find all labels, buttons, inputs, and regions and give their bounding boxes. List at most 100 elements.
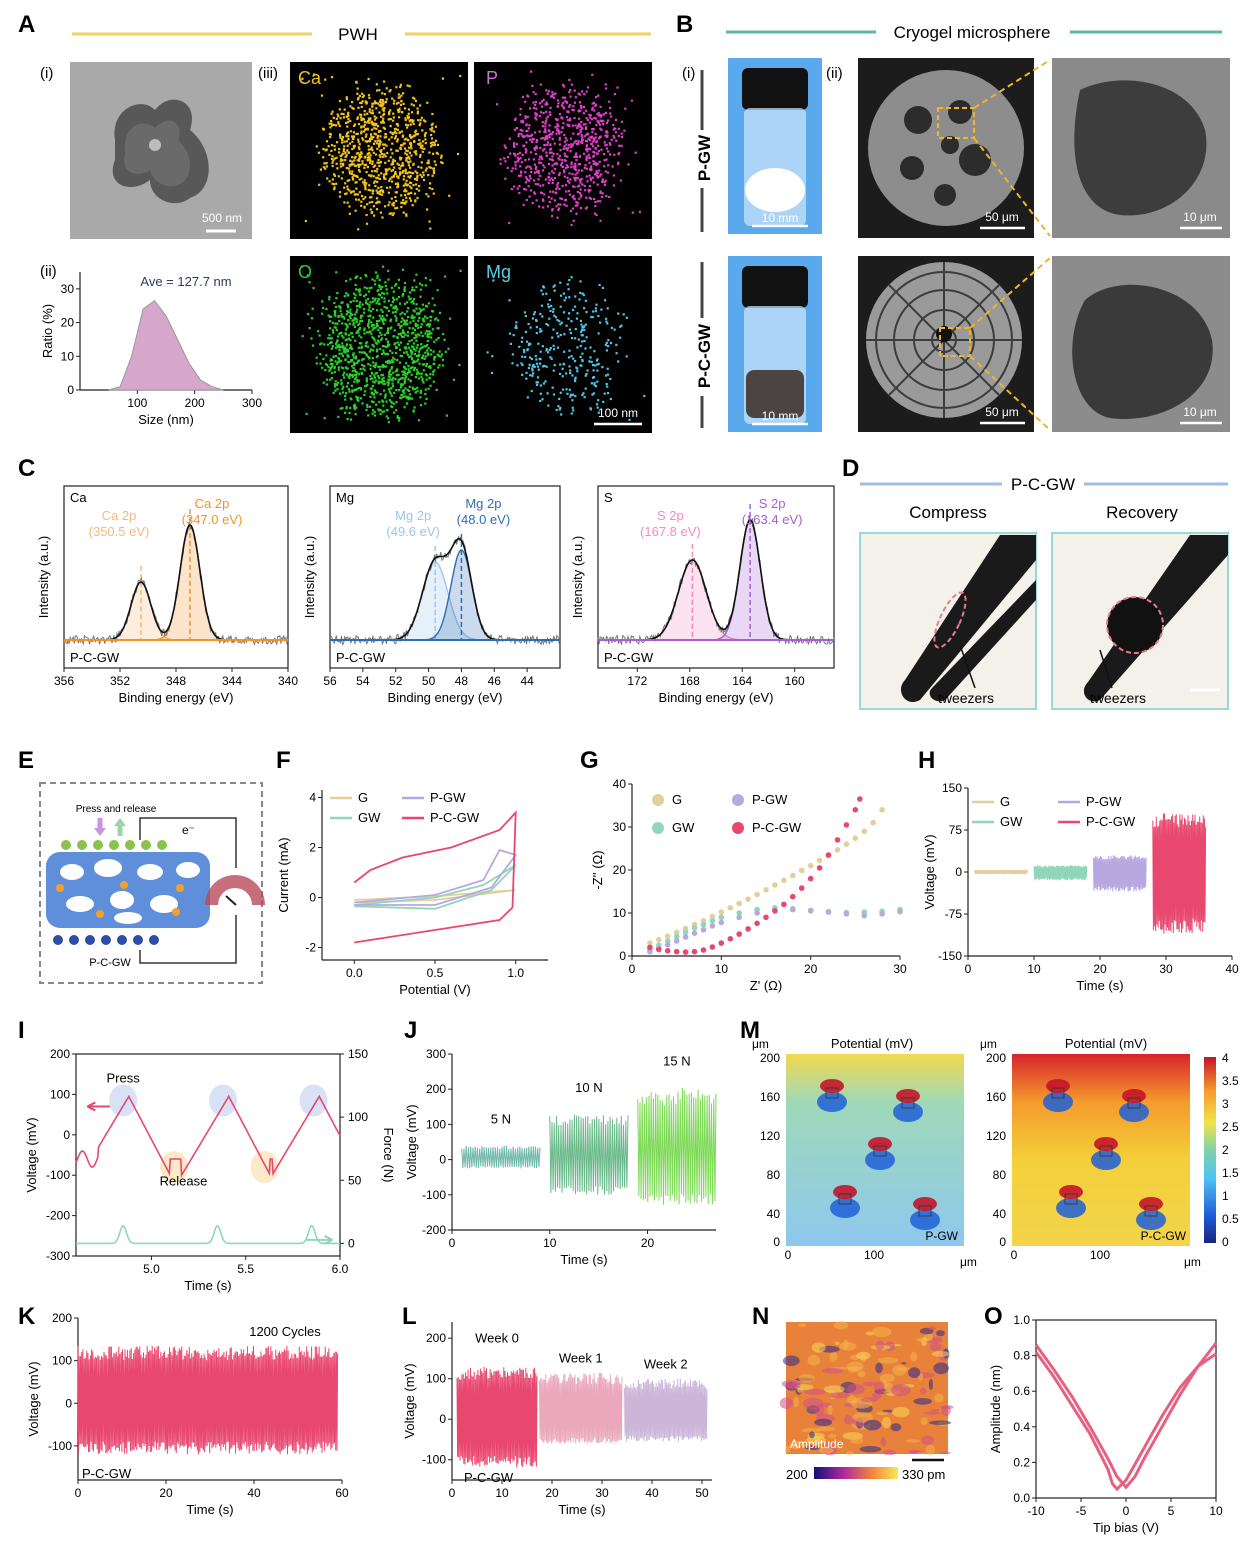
eds-pixel bbox=[556, 153, 559, 156]
eds-pixel bbox=[546, 137, 549, 140]
eds-pixel bbox=[369, 395, 372, 398]
eds-pixel bbox=[548, 111, 551, 114]
eds-pixel bbox=[385, 360, 388, 363]
eds-pixel bbox=[583, 135, 586, 138]
eds-pixel bbox=[432, 370, 435, 373]
eds-pixel bbox=[389, 89, 392, 92]
eds-pixel bbox=[355, 406, 358, 409]
eds-pixel bbox=[573, 177, 577, 181]
eds-pixel bbox=[569, 150, 572, 153]
eds-pixel bbox=[397, 163, 400, 166]
eds-pixel bbox=[407, 155, 410, 158]
peak-value: (350.5 eV) bbox=[89, 524, 150, 539]
eds-pixel bbox=[593, 381, 596, 385]
pfm-texture bbox=[857, 1370, 866, 1378]
eds-pixel bbox=[557, 405, 560, 408]
eds-pixel bbox=[558, 138, 561, 141]
eds-pixel bbox=[344, 151, 347, 154]
eds-pixel bbox=[579, 155, 582, 158]
eds-pixel bbox=[416, 107, 419, 110]
eds-pixel bbox=[373, 132, 376, 135]
eds-pixel bbox=[356, 388, 359, 391]
eds-pixel bbox=[328, 180, 331, 183]
eds-pixel bbox=[347, 388, 350, 391]
eds-pixel bbox=[334, 305, 338, 308]
eds-pixel bbox=[341, 406, 344, 410]
eds-pixel bbox=[389, 320, 392, 323]
eds-pixel bbox=[397, 101, 400, 104]
eds-pixel bbox=[414, 99, 417, 103]
eds-pixel bbox=[325, 148, 328, 151]
eds-pixel bbox=[606, 134, 609, 137]
eds-pixel bbox=[550, 95, 553, 98]
eds-pixel bbox=[617, 127, 620, 130]
eds-pixel bbox=[368, 356, 371, 359]
eds-pixel bbox=[437, 366, 440, 369]
eds-pixel bbox=[575, 212, 578, 215]
pfm-texture bbox=[901, 1362, 907, 1365]
eds-pixel bbox=[410, 118, 413, 122]
eds-pixel bbox=[385, 170, 388, 173]
eds-pixel bbox=[415, 286, 418, 289]
eds-pixel bbox=[572, 308, 575, 311]
eds-pixel bbox=[413, 328, 416, 331]
pfm-texture bbox=[844, 1414, 852, 1425]
eds-pixel bbox=[539, 312, 542, 316]
eds-pixel bbox=[567, 110, 570, 114]
eds-pixel bbox=[408, 133, 412, 137]
eds-pixel bbox=[401, 355, 404, 358]
pfm-texture bbox=[853, 1366, 862, 1369]
eds-pixel bbox=[553, 162, 556, 166]
eds-pixel bbox=[346, 115, 349, 118]
eds-scale-label: 100 nm bbox=[598, 406, 638, 420]
pfm-texture bbox=[798, 1374, 815, 1383]
sim-cell bbox=[1051, 1087, 1065, 1099]
eds-pixel bbox=[542, 112, 545, 115]
eis-point-P-GW bbox=[754, 910, 760, 916]
eds-pixel bbox=[524, 151, 527, 154]
eds-pixel bbox=[525, 340, 529, 343]
eds-pixel bbox=[391, 97, 394, 100]
eds-pixel bbox=[402, 175, 406, 178]
eds-pixel bbox=[569, 372, 572, 375]
y2-tick-label: 150 bbox=[348, 1047, 368, 1061]
eds-pixel bbox=[541, 365, 545, 368]
eds-pixel bbox=[329, 359, 332, 362]
x-tick-label: 10 bbox=[715, 962, 729, 976]
eds-pixel bbox=[547, 324, 550, 327]
eds-pixel bbox=[351, 319, 354, 322]
eds-pixel bbox=[396, 359, 399, 362]
eis-point-P-C-GW bbox=[790, 893, 796, 900]
eis-point-G bbox=[834, 847, 841, 853]
eds-pixel bbox=[520, 132, 523, 136]
eds-pixel bbox=[546, 135, 549, 138]
eds-pixel bbox=[609, 143, 612, 146]
sample-label: P-C-GW bbox=[70, 650, 120, 665]
eds-pixel bbox=[584, 207, 587, 210]
pfm-texture bbox=[879, 1373, 895, 1383]
eds-pixel bbox=[512, 334, 515, 337]
eds-pixel bbox=[346, 343, 349, 346]
eds-pixel bbox=[376, 136, 379, 139]
eis-point-P-GW bbox=[736, 914, 742, 921]
eds-pixel bbox=[366, 403, 369, 406]
eds-pixel bbox=[574, 376, 577, 379]
eds-pixel bbox=[430, 336, 433, 339]
eds-pixel bbox=[546, 141, 550, 144]
eis-point-P-C-GW bbox=[736, 931, 742, 937]
eds-pixel bbox=[342, 385, 345, 388]
eds-pixel bbox=[594, 385, 598, 388]
x-tick-label: 44 bbox=[520, 674, 534, 688]
sim-label-pgw: P-GW bbox=[925, 1229, 958, 1243]
pfm-texture bbox=[928, 1378, 934, 1391]
eds-pixel bbox=[345, 324, 348, 327]
eis-point-GW bbox=[700, 921, 707, 928]
eds-pixel bbox=[375, 107, 378, 110]
eds-pixel bbox=[545, 110, 548, 113]
eds-pixel bbox=[384, 177, 387, 180]
eds-pixel bbox=[537, 368, 540, 371]
eds-pixel bbox=[372, 181, 376, 184]
eds-pixel bbox=[408, 393, 411, 396]
sim-negative-pole bbox=[893, 1102, 923, 1122]
eds-pixel bbox=[369, 314, 372, 317]
